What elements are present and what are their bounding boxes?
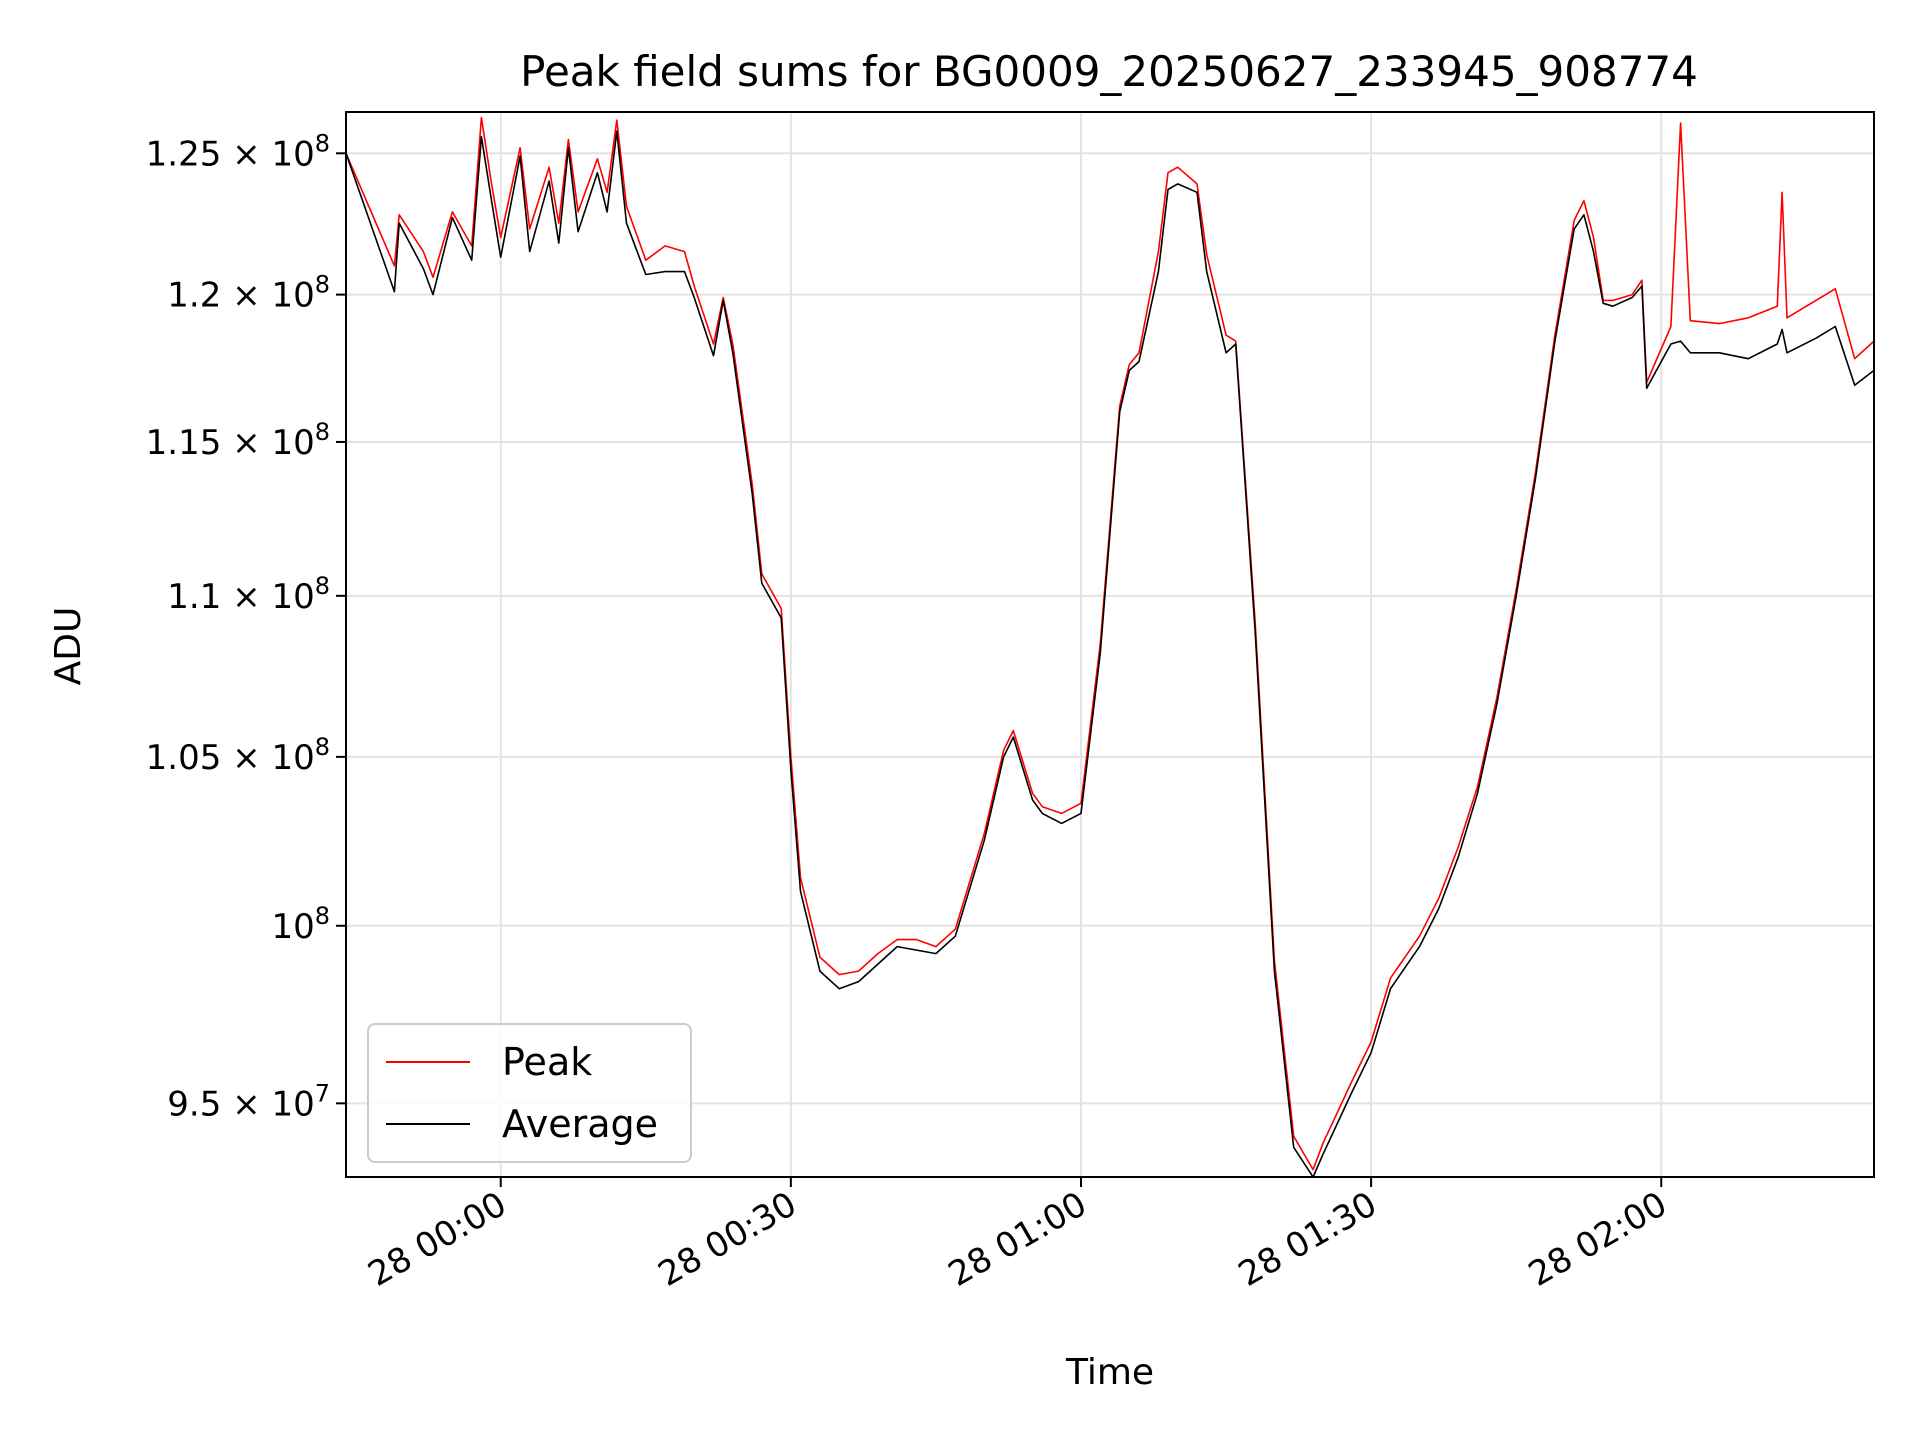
legend-label-average: Average xyxy=(502,1102,658,1146)
y-tick-mantissa: 1.2 xyxy=(167,276,221,316)
y-tick-label: 108 xyxy=(271,902,330,947)
y-tick-exponent: 8 xyxy=(315,733,330,761)
y-axis-title: ADU xyxy=(48,607,89,686)
y-tick-exponent: 8 xyxy=(315,418,330,446)
y-tick-mantissa: 9.5 xyxy=(167,1084,221,1124)
y-tick-exponent: 8 xyxy=(315,271,330,299)
plot-frame xyxy=(345,111,1875,1178)
legend-box xyxy=(367,1023,692,1163)
y-tick-exponent: 8 xyxy=(315,129,330,157)
y-tick-label: 1.15 × 108 xyxy=(146,418,330,463)
chart-title: Peak field sums for BG0009_20250627_2339… xyxy=(520,47,1698,96)
series-layer xyxy=(345,116,1875,1178)
y-tick-label: 1.2 × 108 xyxy=(167,271,330,316)
x-axis-title: Time xyxy=(1065,1352,1154,1393)
y-tick-exponent: 7 xyxy=(315,1079,330,1107)
series-line-peak xyxy=(345,116,1875,1171)
y-tick-label: 1.25 × 108 xyxy=(146,129,330,174)
y-tick-mantissa: 1.1 xyxy=(167,577,221,617)
legend: Peak Average xyxy=(367,1023,692,1163)
y-tick-label: 1.1 × 108 xyxy=(167,572,330,617)
y-tick-exponent: 8 xyxy=(315,902,330,930)
y-tick-mantissa: 1.05 xyxy=(146,738,222,778)
y-tick-mantissa: 1.25 xyxy=(146,134,222,174)
series-line-average xyxy=(345,130,1875,1178)
y-tick-mantissa: 1.15 xyxy=(146,423,222,463)
grid-lines xyxy=(346,112,1874,1177)
y-tick-exponent: 8 xyxy=(315,572,330,600)
y-tick-label: 1.05 × 108 xyxy=(146,733,330,778)
legend-label-peak: Peak xyxy=(502,1040,592,1084)
y-tick-label: 9.5 × 107 xyxy=(167,1079,330,1124)
